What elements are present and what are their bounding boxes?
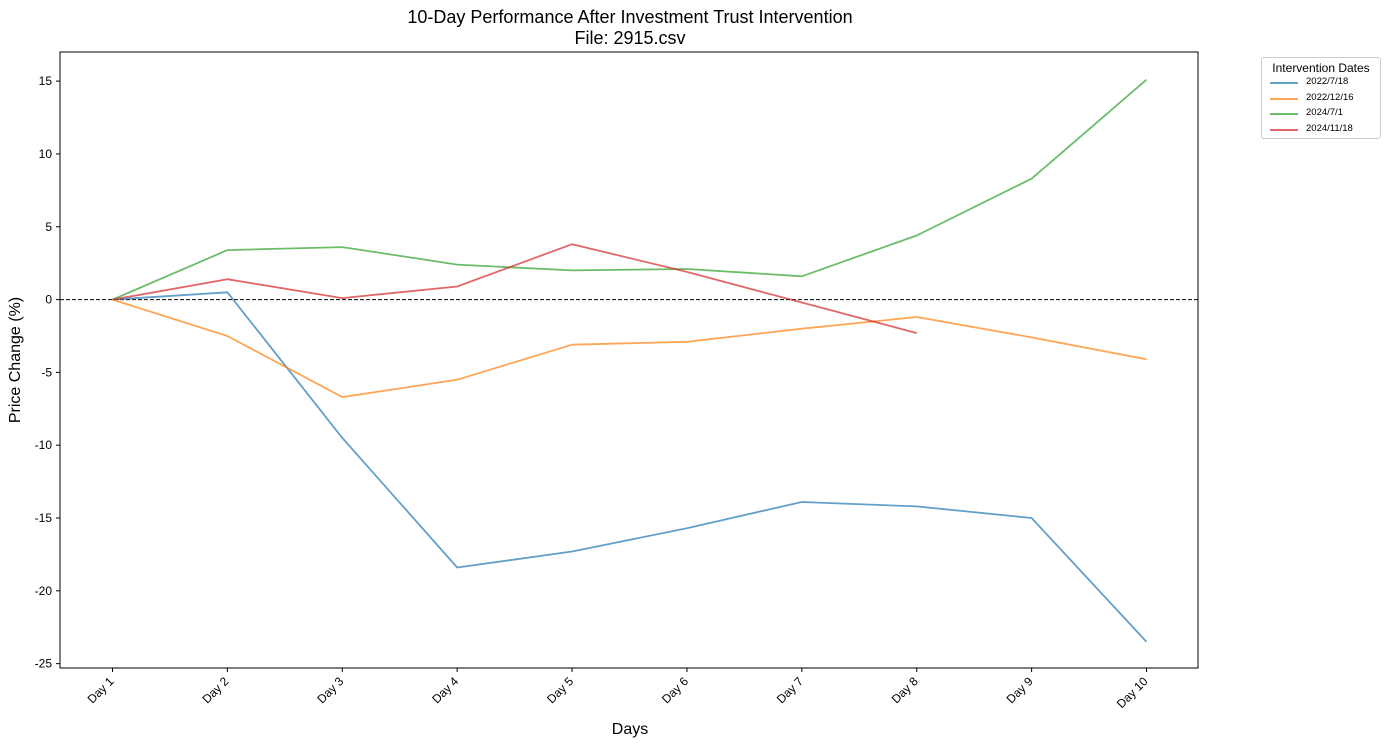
x-tick-label: Day 8: [889, 674, 921, 706]
x-tick-label: Day 4: [429, 674, 461, 706]
x-tick-label: Day 3: [314, 674, 346, 706]
y-axis-label: Price Change (%): [7, 296, 24, 424]
chart-subtitle: File: 2915.csv: [574, 28, 686, 48]
legend-title: Intervention Dates: [1272, 61, 1370, 75]
y-tick-label: -10: [35, 438, 53, 452]
y-tick-label: -5: [41, 365, 52, 379]
x-tick-label: Day 5: [544, 674, 576, 706]
legend-swatch: [1270, 97, 1298, 100]
plot-area: -25 -20 -15 -10 -5 0 5 10 15 Day 1 Day 2 Day 3 Day 4…: [35, 51, 1199, 711]
series-line-2022/7/18: [112, 291, 1148, 643]
y-tick-label: 5: [45, 220, 52, 234]
legend-label: 2024/11/18: [1306, 122, 1353, 134]
x-tick-label: Day 1: [85, 674, 117, 706]
legend-swatch: [1270, 128, 1298, 131]
series-line-2024/11/18: [112, 243, 917, 334]
y-tick-label: 15: [39, 74, 53, 88]
legend-item: 2022/7/18: [1262, 75, 1380, 91]
x-tick-label: Day 7: [774, 674, 806, 706]
x-tick-label: Day 9: [1004, 674, 1036, 706]
legend-item: 2022/12/16: [1262, 91, 1380, 107]
x-tick-label: Day 10: [1114, 674, 1151, 711]
legend-swatch: [1270, 82, 1298, 84]
x-axis-label: Days: [611, 721, 649, 738]
y-tick-label: 0: [45, 293, 52, 307]
legend-label: 2022/12/16: [1306, 91, 1354, 103]
legend: Intervention Dates 2022/7/18 2022/12/16 …: [1261, 57, 1381, 139]
plot-frame: [59, 51, 1199, 669]
series-line-2022/12/16: [112, 298, 1147, 399]
legend-label: 2022/7/18: [1306, 76, 1349, 87]
y-tick-label: 10: [39, 147, 53, 161]
legend-label: 2024/7/1: [1306, 107, 1343, 118]
y-tick-label: -25: [35, 657, 53, 671]
legend-item: 2024/7/1: [1262, 106, 1380, 122]
legend-item: 2024/11/18: [1262, 122, 1380, 138]
y-tick-label: -15: [35, 511, 53, 525]
y-tick-label: -20: [35, 584, 53, 598]
series-line-2024/7/1: [112, 79, 1148, 301]
x-tick-label: Day 6: [659, 674, 691, 706]
legend-swatch: [1270, 113, 1298, 115]
x-tick-label: Day 2: [199, 674, 231, 706]
chart-title: 10-Day Performance After Investment Trus…: [407, 7, 853, 27]
